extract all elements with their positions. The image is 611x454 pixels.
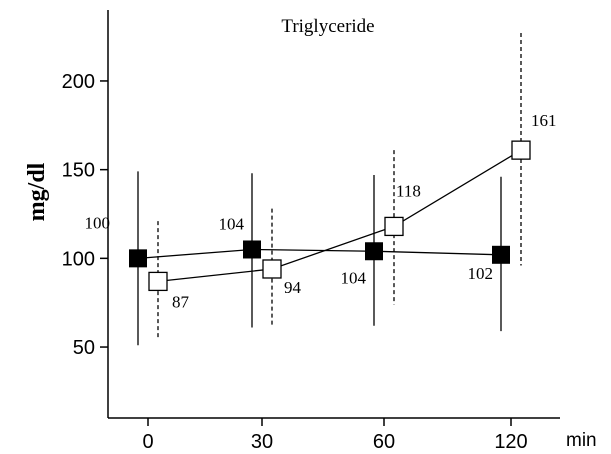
data-label: 118 bbox=[396, 181, 421, 200]
data-label: 94 bbox=[284, 278, 302, 297]
series-2: 87 94 118 161 bbox=[148, 33, 557, 340]
x-tick-label: 120 bbox=[494, 431, 527, 453]
y-ticks: 50 100 150 200 bbox=[62, 71, 108, 359]
data-point bbox=[492, 245, 510, 264]
series-layer: 100 104 104 102 87 94 118 161 bbox=[85, 33, 557, 346]
y-tick-label: 200 bbox=[62, 71, 95, 93]
x-ticks: 0 30 60 120 bbox=[142, 418, 528, 453]
data-point bbox=[365, 242, 383, 261]
data-label: 161 bbox=[531, 111, 557, 130]
data-point bbox=[511, 140, 531, 160]
y-axis-label: mg/dl bbox=[24, 162, 50, 221]
series-1-line bbox=[137, 248, 502, 259]
y-tick-label: 150 bbox=[62, 160, 95, 182]
data-point bbox=[384, 216, 404, 237]
y-tick-label: 50 bbox=[73, 337, 95, 359]
y-tick-label: 100 bbox=[62, 248, 95, 270]
x-tick-label: 30 bbox=[251, 431, 273, 453]
data-point bbox=[243, 240, 261, 259]
data-label: 104 bbox=[341, 268, 367, 287]
data-label: 100 bbox=[85, 213, 111, 232]
x-axis-unit: min bbox=[566, 430, 597, 451]
data-label: 102 bbox=[468, 264, 494, 283]
data-label: 104 bbox=[219, 214, 245, 233]
chart-title: Triglyceride bbox=[281, 16, 374, 37]
series-2-line bbox=[157, 149, 522, 283]
data-point bbox=[262, 259, 282, 279]
series-1: 100 104 104 102 bbox=[85, 171, 510, 346]
data-point bbox=[129, 249, 147, 268]
x-tick-label: 60 bbox=[373, 431, 395, 453]
data-label: 87 bbox=[172, 292, 190, 311]
data-point bbox=[148, 271, 168, 292]
x-tick-label: 0 bbox=[142, 431, 153, 453]
